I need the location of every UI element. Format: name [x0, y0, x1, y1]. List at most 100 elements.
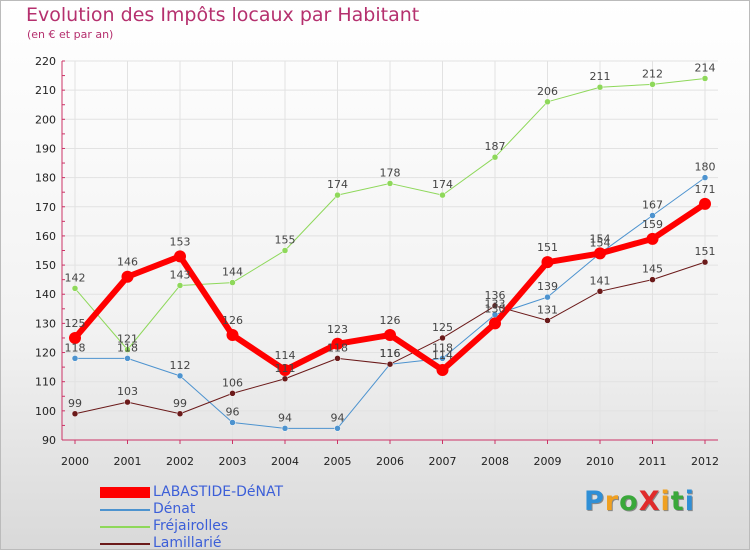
legend-item-fr-jairolles: Fréjairolles — [100, 518, 340, 535]
data-label-d-nat: 154 — [590, 236, 611, 249]
data-label-lamillari-: 145 — [642, 263, 663, 276]
data-label-d-nat: 118 — [117, 341, 138, 354]
data-label-labastide-d-nat: 154 — [590, 232, 611, 245]
data-point-labastide-d-nat — [594, 247, 606, 260]
data-point-labastide-d-nat — [489, 317, 501, 330]
legend: LABASTIDE-DéNAT Dénat Fréjairolles Lamillar… — [100, 484, 340, 552]
data-label-labastide-d-nat: 126 — [380, 314, 401, 327]
data-label-labastide-d-nat: 159 — [642, 218, 663, 231]
logo-letter: r — [604, 486, 620, 517]
logo-letter: P — [584, 486, 605, 517]
logo-letter: i — [684, 486, 695, 517]
y-tick-label: 90 — [42, 434, 56, 447]
data-point-lamillari- — [229, 390, 236, 397]
data-label-fr-jairolles: 142 — [65, 271, 86, 284]
data-label-labastide-d-nat: 126 — [222, 314, 243, 327]
data-point-d-nat — [701, 174, 709, 181]
data-point-fr-jairolles — [124, 346, 131, 353]
y-tick-label: 140 — [35, 288, 56, 301]
data-label-d-nat: 133 — [485, 298, 506, 311]
data-point-fr-jairolles — [596, 83, 604, 91]
x-tick-label: 2004 — [271, 455, 299, 468]
data-point-fr-jairolles — [544, 98, 551, 106]
y-tick-label: 180 — [35, 172, 56, 185]
data-label-d-nat: 94 — [278, 411, 292, 424]
data-point-lamillari- — [701, 258, 709, 266]
data-point-labastide-d-nat — [436, 364, 449, 377]
legend-label: Dénat — [153, 501, 196, 517]
data-point-labastide-d-nat — [279, 364, 291, 377]
data-label-fr-jairolles: 155 — [275, 234, 296, 247]
data-point-fr-jairolles — [71, 285, 79, 292]
y-tick-label: 160 — [35, 230, 56, 243]
data-label-fr-jairolles: 143 — [170, 268, 191, 281]
data-label-labastide-d-nat: 151 — [537, 241, 558, 254]
y-tick-label: 110 — [35, 376, 56, 389]
data-label-labastide-d-nat: 130 — [485, 302, 506, 315]
data-point-d-nat — [71, 355, 79, 362]
x-tick-label: 2012 — [691, 455, 719, 468]
data-point-lamillari- — [281, 375, 289, 383]
data-label-fr-jairolles: 214 — [695, 61, 716, 74]
series-lamillari- — [71, 258, 709, 418]
data-label-lamillari-: 106 — [222, 376, 243, 389]
line-chart: 90 100 110 120 130 140 150 160 170 180 190 200 210 22… — [35, 55, 719, 468]
legend-swatch — [100, 487, 150, 498]
data-label-d-nat: 94 — [331, 411, 345, 424]
data-point-lamillari- — [491, 302, 499, 310]
logo-letter: t — [670, 486, 685, 517]
data-label-labastide-d-nat: 146 — [117, 256, 138, 269]
x-tick-label: 2003 — [219, 455, 247, 468]
data-point-fr-jairolles — [229, 279, 236, 286]
series-layer — [69, 75, 711, 432]
data-point-lamillari- — [124, 398, 131, 406]
data-point-fr-jairolles — [386, 180, 394, 187]
data-point-labastide-d-nat — [226, 329, 239, 342]
data-label-d-nat: 118 — [432, 341, 453, 354]
data-label-fr-jairolles: 178 — [380, 166, 401, 179]
data-point-lamillari- — [649, 276, 656, 283]
data-point-d-nat — [334, 425, 341, 432]
y-tick-label: 170 — [35, 201, 56, 214]
legend-item-d-nat: Dénat — [100, 501, 340, 518]
legend-swatch — [100, 508, 150, 511]
data-point-fr-jairolles — [491, 153, 499, 161]
y-tick-label: 100 — [35, 405, 56, 418]
data-label-d-nat: 112 — [170, 359, 191, 372]
x-tick-label: 2002 — [166, 455, 194, 468]
data-label-labastide-d-nat: 114 — [275, 349, 296, 362]
legend-label: LABASTIDE-DéNAT — [153, 484, 284, 500]
data-point-lamillari- — [544, 317, 551, 324]
data-label-d-nat: 167 — [642, 199, 663, 212]
axis-layer: 90 100 110 120 130 140 150 160 170 180 190 200 210 22… — [35, 55, 719, 468]
data-point-d-nat — [544, 293, 551, 301]
data-point-labastide-d-nat — [384, 329, 396, 342]
y-tick-label: 200 — [35, 113, 56, 126]
x-tick-label: 2000 — [61, 455, 89, 468]
data-label-fr-jairolles: 174 — [327, 178, 348, 191]
data-point-lamillari- — [596, 288, 604, 295]
y-tick-label: 220 — [35, 55, 56, 68]
data-point-lamillari- — [176, 410, 184, 418]
data-point-fr-jairolles — [281, 247, 289, 254]
data-point-d-nat — [439, 355, 446, 362]
data-label-fr-jairolles: 144 — [222, 266, 243, 279]
data-point-labastide-d-nat — [69, 331, 81, 344]
legend-item-lamillari-: Lamillarié — [100, 535, 340, 552]
data-label-lamillari-: 118 — [327, 341, 348, 354]
data-point-lamillari- — [334, 355, 341, 362]
data-point-d-nat — [281, 425, 289, 432]
data-label-lamillari-: 131 — [537, 303, 558, 316]
series-fr-jairolles — [71, 75, 709, 353]
data-label-fr-jairolles: 212 — [642, 67, 663, 80]
y-tick-label: 190 — [35, 142, 56, 155]
data-point-lamillari- — [439, 334, 446, 342]
x-tick-label: 2009 — [534, 455, 562, 468]
data-label-lamillari-: 111 — [275, 362, 296, 375]
legend-item-labastide-d-nat: LABASTIDE-DéNAT — [100, 484, 340, 501]
data-point-lamillari- — [386, 360, 394, 368]
data-label-fr-jairolles: 121 — [117, 333, 138, 346]
data-point-labastide-d-nat — [121, 270, 134, 283]
data-label-d-nat: 118 — [65, 341, 86, 354]
data-point-d-nat — [176, 372, 184, 380]
